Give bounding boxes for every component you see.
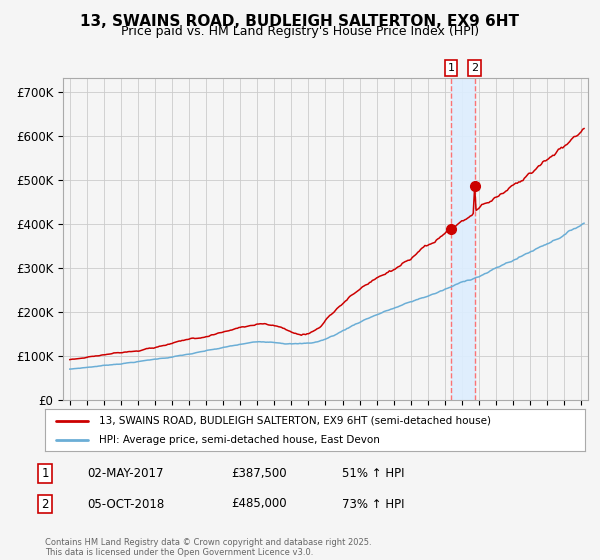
Text: 2: 2	[41, 497, 49, 511]
Text: 13, SWAINS ROAD, BUDLEIGH SALTERTON, EX9 6HT: 13, SWAINS ROAD, BUDLEIGH SALTERTON, EX9…	[80, 14, 520, 29]
Text: Contains HM Land Registry data © Crown copyright and database right 2025.
This d: Contains HM Land Registry data © Crown c…	[45, 538, 371, 557]
Text: 05-OCT-2018: 05-OCT-2018	[87, 497, 164, 511]
Text: Price paid vs. HM Land Registry's House Price Index (HPI): Price paid vs. HM Land Registry's House …	[121, 25, 479, 38]
Text: 73% ↑ HPI: 73% ↑ HPI	[342, 497, 404, 511]
Text: 1: 1	[448, 63, 455, 73]
Text: 51% ↑ HPI: 51% ↑ HPI	[342, 466, 404, 480]
Text: HPI: Average price, semi-detached house, East Devon: HPI: Average price, semi-detached house,…	[99, 435, 380, 445]
Bar	[451, 78, 475, 400]
Text: 2: 2	[471, 63, 478, 73]
Text: £485,000: £485,000	[231, 497, 287, 511]
Text: 02-MAY-2017: 02-MAY-2017	[87, 466, 163, 480]
Text: 13, SWAINS ROAD, BUDLEIGH SALTERTON, EX9 6HT (semi-detached house): 13, SWAINS ROAD, BUDLEIGH SALTERTON, EX9…	[99, 416, 491, 426]
Text: £387,500: £387,500	[231, 466, 287, 480]
Text: 1: 1	[41, 466, 49, 480]
